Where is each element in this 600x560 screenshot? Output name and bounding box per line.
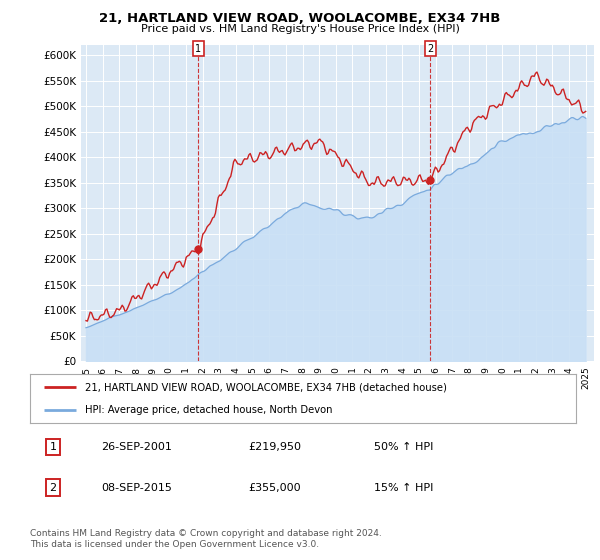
Text: 21, HARTLAND VIEW ROAD, WOOLACOMBE, EX34 7HB (detached house): 21, HARTLAND VIEW ROAD, WOOLACOMBE, EX34… [85,382,446,393]
Text: 1: 1 [196,44,202,54]
Text: Price paid vs. HM Land Registry's House Price Index (HPI): Price paid vs. HM Land Registry's House … [140,24,460,34]
Text: 50% ↑ HPI: 50% ↑ HPI [374,442,433,452]
Text: Contains HM Land Registry data © Crown copyright and database right 2024.
This d: Contains HM Land Registry data © Crown c… [30,529,382,549]
Text: 2: 2 [427,44,433,54]
Text: 2: 2 [49,483,56,493]
Text: 1: 1 [49,442,56,452]
Text: £355,000: £355,000 [248,483,301,493]
Text: HPI: Average price, detached house, North Devon: HPI: Average price, detached house, Nort… [85,405,332,416]
Text: 15% ↑ HPI: 15% ↑ HPI [374,483,433,493]
Text: 21, HARTLAND VIEW ROAD, WOOLACOMBE, EX34 7HB: 21, HARTLAND VIEW ROAD, WOOLACOMBE, EX34… [100,12,500,25]
Text: 08-SEP-2015: 08-SEP-2015 [101,483,172,493]
Text: 26-SEP-2001: 26-SEP-2001 [101,442,172,452]
Text: £219,950: £219,950 [248,442,301,452]
